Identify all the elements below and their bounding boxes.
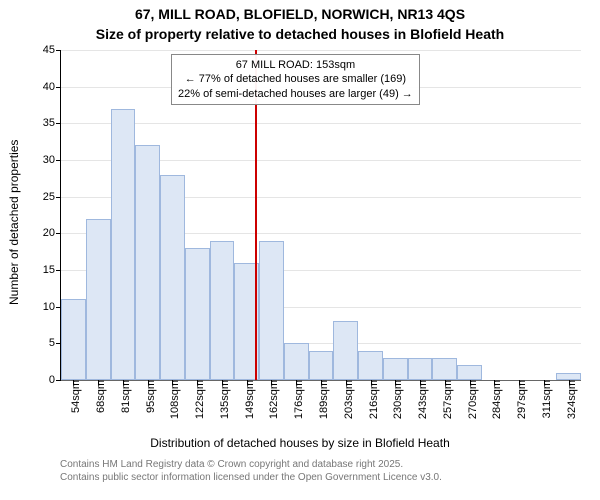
- xtick-label: 243sqm: [411, 380, 429, 419]
- histogram-bar: [383, 358, 408, 380]
- xtick-label: 149sqm: [238, 380, 256, 419]
- xtick-label: 162sqm: [262, 380, 280, 419]
- histogram-bar: [309, 351, 334, 380]
- histogram-bar: [111, 109, 136, 380]
- ytick-label: 20: [43, 227, 61, 239]
- histogram-bar: [358, 351, 383, 380]
- ytick-label: 25: [43, 191, 61, 203]
- histogram-bar: [284, 343, 309, 380]
- xtick-label: 257sqm: [436, 380, 454, 419]
- ytick-label: 5: [49, 337, 61, 349]
- plot-area: 05101520253035404554sqm68sqm81sqm95sqm10…: [60, 50, 581, 381]
- chart-title-line1: 67, MILL ROAD, BLOFIELD, NORWICH, NR13 4…: [0, 6, 600, 22]
- xtick-label: 311sqm: [535, 380, 553, 418]
- histogram-bar: [160, 175, 185, 380]
- credits-line1: Contains HM Land Registry data © Crown c…: [60, 458, 442, 471]
- histogram-bar: [210, 241, 235, 380]
- annotation-box: 67 MILL ROAD: 153sqm← 77% of detached ho…: [171, 54, 420, 105]
- xtick-label: 297sqm: [510, 380, 528, 419]
- xtick-label: 122sqm: [188, 380, 206, 419]
- histogram-bar: [556, 373, 581, 380]
- gridline: [61, 123, 581, 124]
- credits-block: Contains HM Land Registry data © Crown c…: [60, 458, 442, 484]
- xtick-label: 270sqm: [461, 380, 479, 419]
- chart-title-line2: Size of property relative to detached ho…: [0, 26, 600, 42]
- xtick-label: 189sqm: [312, 380, 330, 419]
- xtick-label: 176sqm: [287, 380, 305, 419]
- xtick-label: 203sqm: [337, 380, 355, 419]
- ytick-label: 0: [49, 374, 61, 386]
- ytick-label: 35: [43, 117, 61, 129]
- xtick-label: 68sqm: [89, 380, 107, 413]
- histogram-bar: [333, 321, 358, 380]
- xtick-label: 95sqm: [139, 380, 157, 413]
- xtick-label: 54sqm: [64, 380, 82, 413]
- histogram-bar: [432, 358, 457, 380]
- ytick-label: 10: [43, 301, 61, 313]
- annotation-line2: ← 77% of detached houses are smaller (16…: [178, 72, 413, 86]
- histogram-bar: [61, 299, 86, 380]
- x-axis-label: Distribution of detached houses by size …: [0, 436, 600, 450]
- xtick-label: 216sqm: [362, 380, 380, 419]
- xtick-label: 81sqm: [114, 380, 132, 413]
- ytick-label: 30: [43, 154, 61, 166]
- xtick-label: 284sqm: [485, 380, 503, 419]
- xtick-label: 108sqm: [163, 380, 181, 419]
- xtick-label: 324sqm: [560, 380, 578, 419]
- annotation-line1: 67 MILL ROAD: 153sqm: [178, 58, 413, 72]
- histogram-bar: [457, 365, 482, 380]
- y-axis-label: Number of detached properties: [7, 140, 21, 305]
- xtick-label: 135sqm: [213, 380, 231, 419]
- xtick-label: 230sqm: [386, 380, 404, 419]
- ytick-label: 15: [43, 264, 61, 276]
- histogram-bar: [185, 248, 210, 380]
- annotation-line3: 22% of semi-detached houses are larger (…: [178, 87, 413, 101]
- gridline: [61, 50, 581, 51]
- histogram-bar: [86, 219, 111, 380]
- histogram-bar: [135, 145, 160, 380]
- ytick-label: 45: [43, 44, 61, 56]
- histogram-bar: [408, 358, 433, 380]
- ytick-label: 40: [43, 81, 61, 93]
- histogram-bar: [259, 241, 284, 380]
- credits-line2: Contains public sector information licen…: [60, 471, 442, 484]
